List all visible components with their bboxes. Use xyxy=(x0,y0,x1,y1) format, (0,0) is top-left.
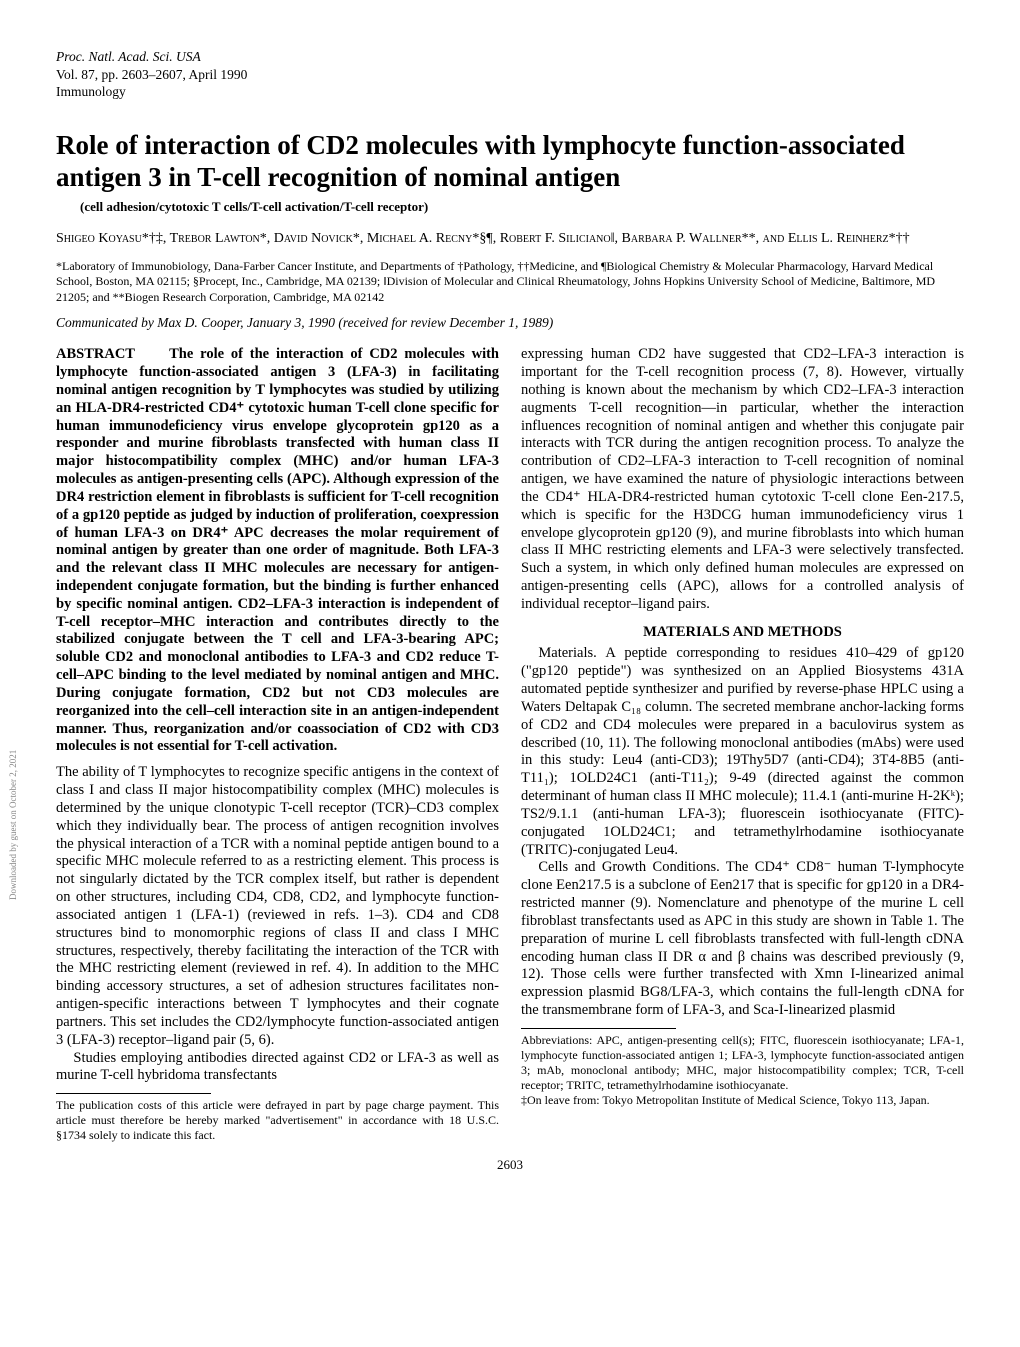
on-leave-footnote: ‡On leave from: Tokyo Metropolitan Insti… xyxy=(521,1093,964,1108)
journal-name: Proc. Natl. Acad. Sci. USA xyxy=(56,48,964,66)
footnote-rule-right xyxy=(521,1028,676,1029)
footnote-rule-left xyxy=(56,1093,211,1094)
body-columns: ABSTRACT The role of the interaction of … xyxy=(56,346,964,1143)
communicated-by: Communicated by Max D. Cooper, January 3… xyxy=(56,315,964,332)
keywords: (cell adhesion/cytotoxic T cells/T-cell … xyxy=(80,199,964,215)
page-number: 2603 xyxy=(56,1157,964,1173)
intro-continuation: expressing human CD2 have suggested that… xyxy=(521,346,964,613)
article-title: Role of interaction of CD2 molecules wit… xyxy=(56,129,964,194)
author-list: Shigeo Koyasu*†‡, Trebor Lawton*, David … xyxy=(56,230,964,249)
journal-header: Proc. Natl. Acad. Sci. USA Vol. 87, pp. … xyxy=(56,48,964,101)
affiliations: *Laboratory of Immunobiology, Dana-Farbe… xyxy=(56,259,964,306)
publication-footnote: The publication costs of this article we… xyxy=(56,1098,499,1143)
abstract-label: ABSTRACT xyxy=(56,346,135,362)
intro-paragraph-2: Studies employing antibodies directed ag… xyxy=(56,1050,499,1086)
journal-section: Immunology xyxy=(56,83,964,101)
abstract: ABSTRACT The role of the interaction of … xyxy=(56,346,499,756)
abbreviations-footnote: Abbreviations: APC, antigen-presenting c… xyxy=(521,1033,964,1093)
abstract-text: The role of the interaction of CD2 molec… xyxy=(56,346,499,754)
journal-volume: Vol. 87, pp. 2603–2607, April 1990 xyxy=(56,66,964,84)
materials-paragraph: Materials. A peptide corresponding to re… xyxy=(521,645,964,859)
cells-paragraph: Cells and Growth Conditions. The CD4⁺ CD… xyxy=(521,859,964,1019)
download-note: Downloaded by guest on October 2, 2021 xyxy=(8,750,19,900)
methods-heading: MATERIALS AND METHODS xyxy=(521,624,964,642)
intro-paragraph-1: The ability of T lymphocytes to recogniz… xyxy=(56,764,499,1049)
